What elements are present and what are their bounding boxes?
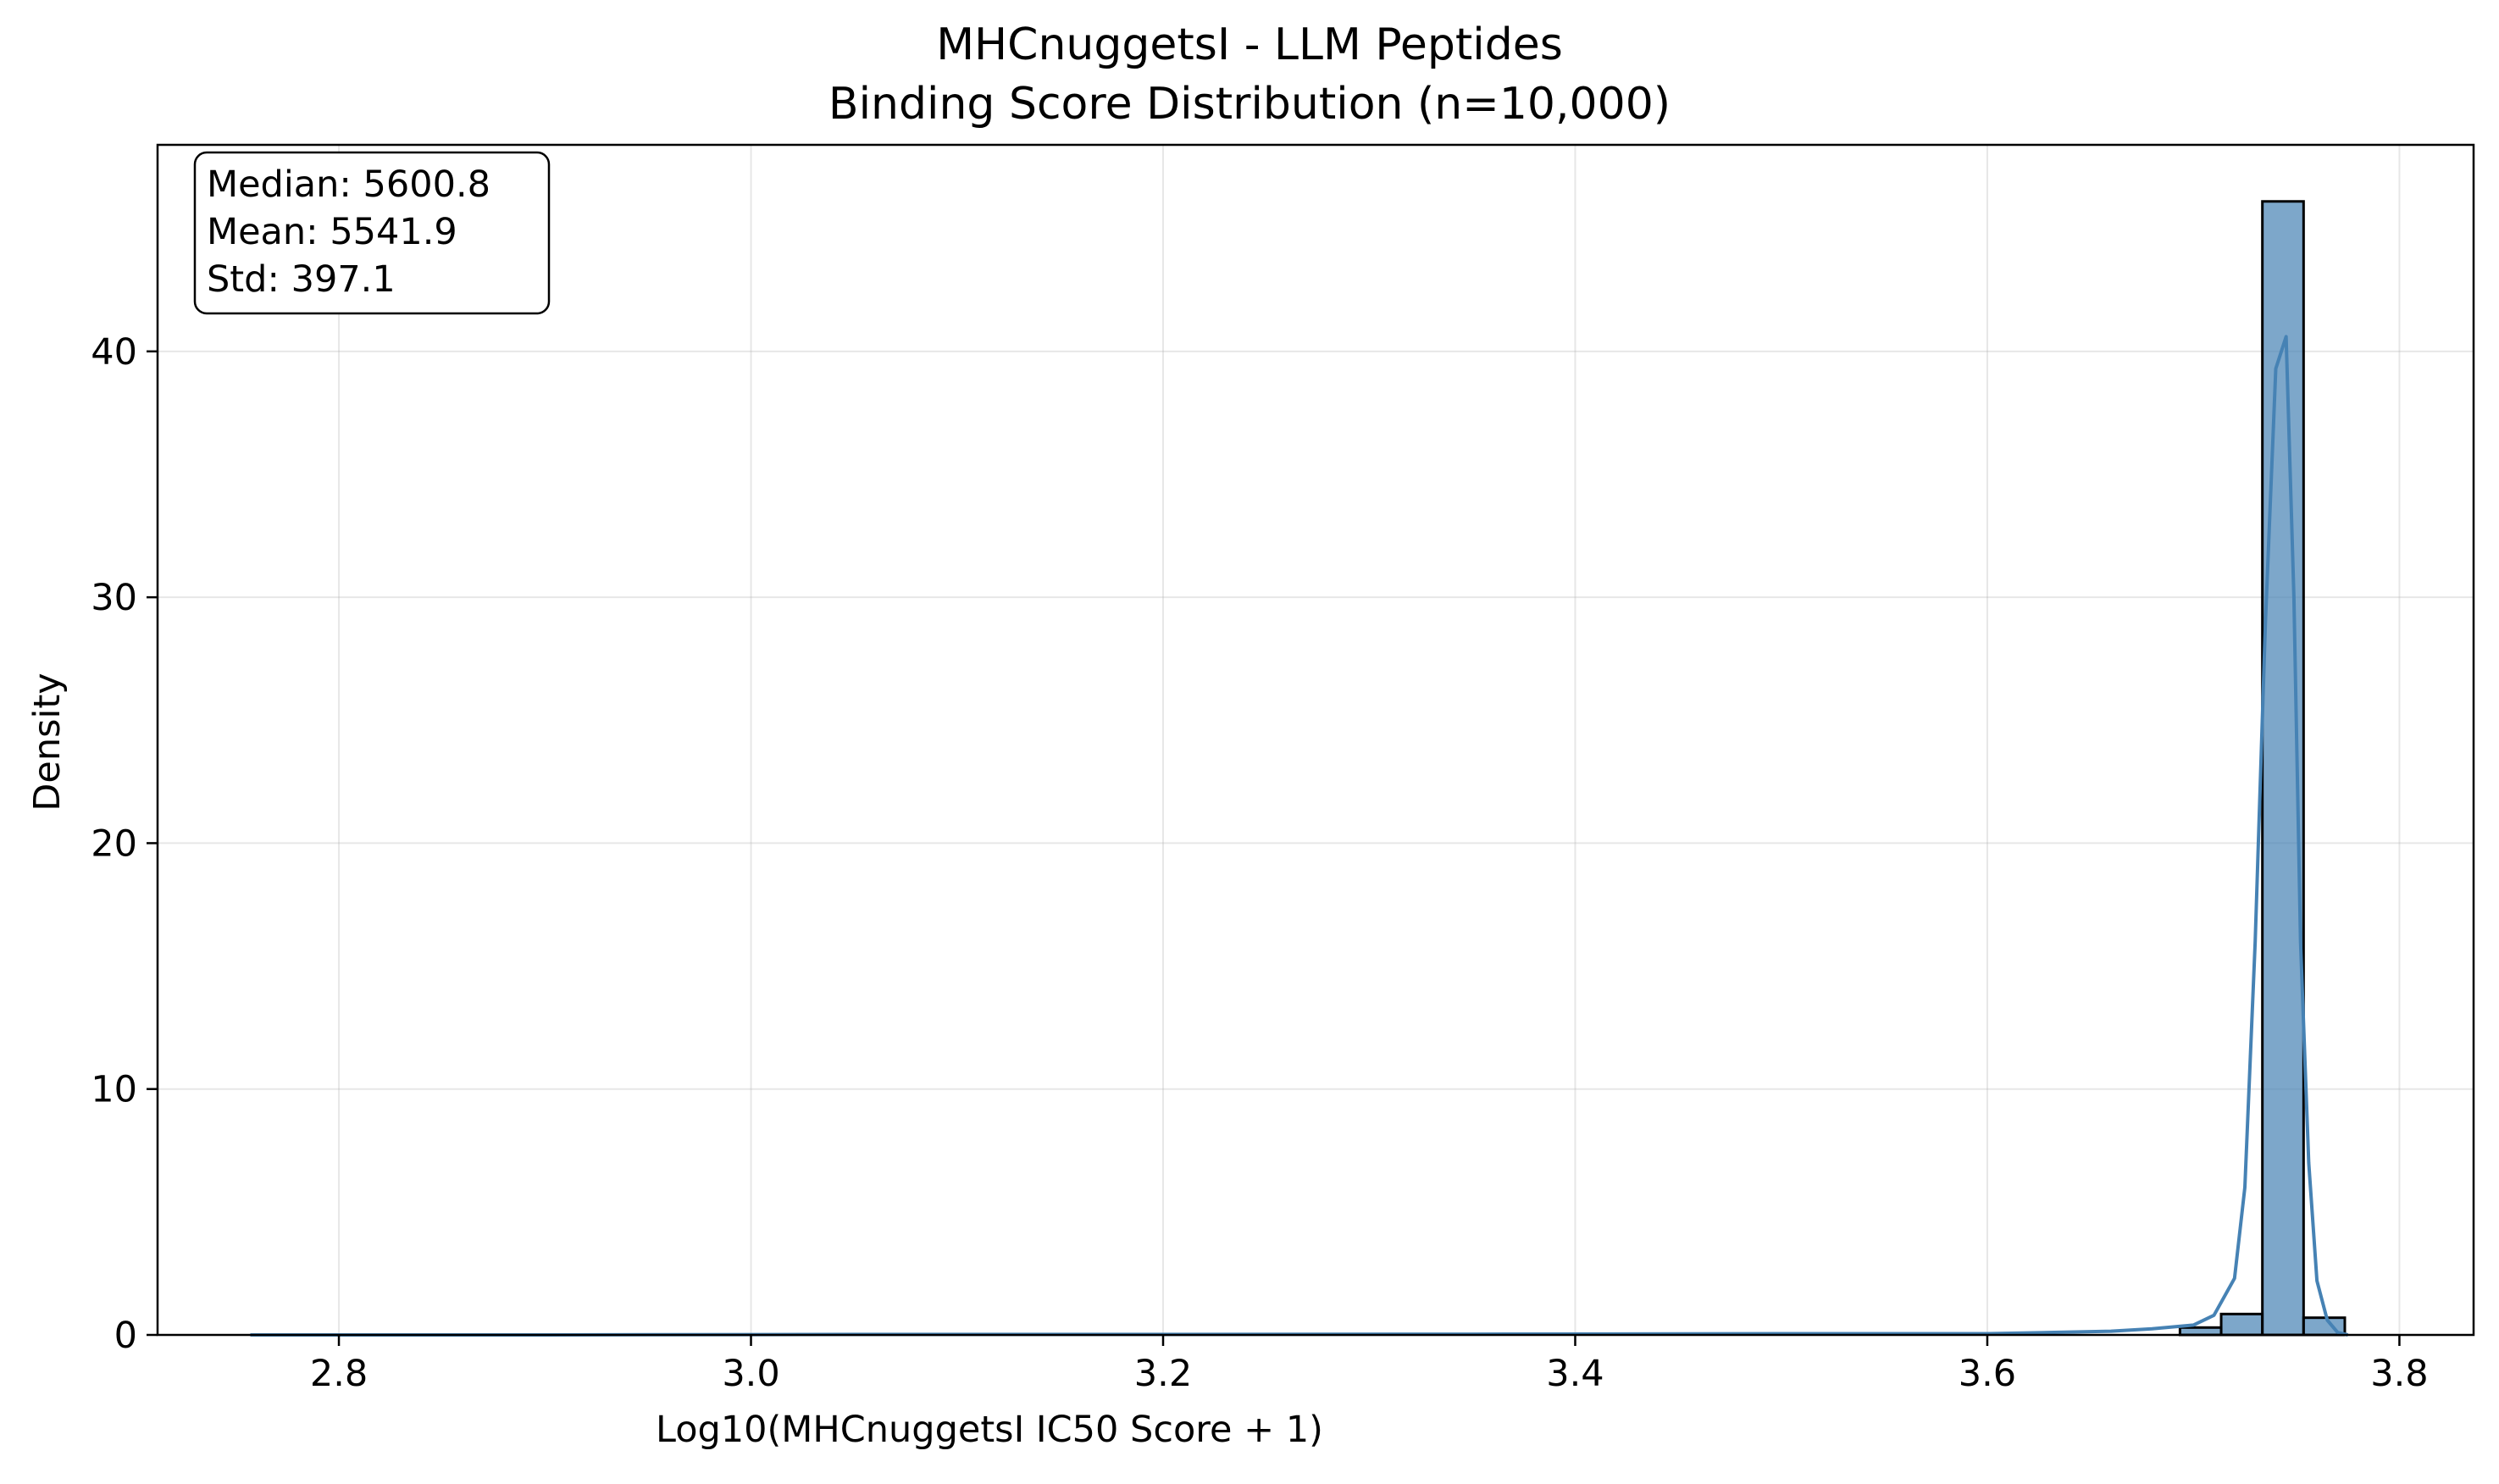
kde-layer xyxy=(250,335,2349,1337)
y-tick-label: 30 xyxy=(91,577,137,619)
chart-title: MHCnuggetsI - LLM Peptides xyxy=(936,19,1563,70)
y-tick-label: 40 xyxy=(91,331,137,374)
stats-mean: Mean: 5541.9 xyxy=(207,211,457,253)
stats-std: Std: 397.1 xyxy=(207,258,396,301)
x-tick-label: 3.4 xyxy=(1546,1353,1604,1395)
x-tick-label: 3.8 xyxy=(2370,1353,2428,1395)
y-tick-label: 20 xyxy=(91,822,137,865)
histogram-bar xyxy=(2178,1326,2223,1337)
x-tick-label: 3.6 xyxy=(1959,1353,2016,1395)
chart-subtitle: Binding Score Distribution (n=10,000) xyxy=(828,79,1671,130)
histogram-bar xyxy=(2219,1312,2264,1337)
x-tick-label: 2.8 xyxy=(310,1353,368,1395)
y-tick-label: 0 xyxy=(114,1315,137,1357)
y-axis-label: Density xyxy=(26,673,69,811)
x-tick-label: 3.2 xyxy=(1134,1353,1192,1395)
kde-line xyxy=(250,335,2349,1337)
stats-box: Median: 5600.8 Mean: 5541.9 Std: 397.1 xyxy=(193,151,551,315)
y-tick-label: 10 xyxy=(91,1069,137,1111)
x-tick-label: 3.0 xyxy=(722,1353,779,1395)
x-axis: 2.8 3.0 3.2 3.4 3.6 3.8 xyxy=(310,1335,2429,1395)
grid-layer xyxy=(158,145,2474,1336)
y-axis: 0 10 20 30 40 xyxy=(91,331,158,1357)
stats-median: Median: 5600.8 xyxy=(207,163,490,206)
stats-box-frame xyxy=(193,151,551,315)
x-axis-label: Log10(MHCnuggetsI IC50 Score + 1) xyxy=(656,1409,1323,1451)
plot-frame xyxy=(156,143,2475,1337)
